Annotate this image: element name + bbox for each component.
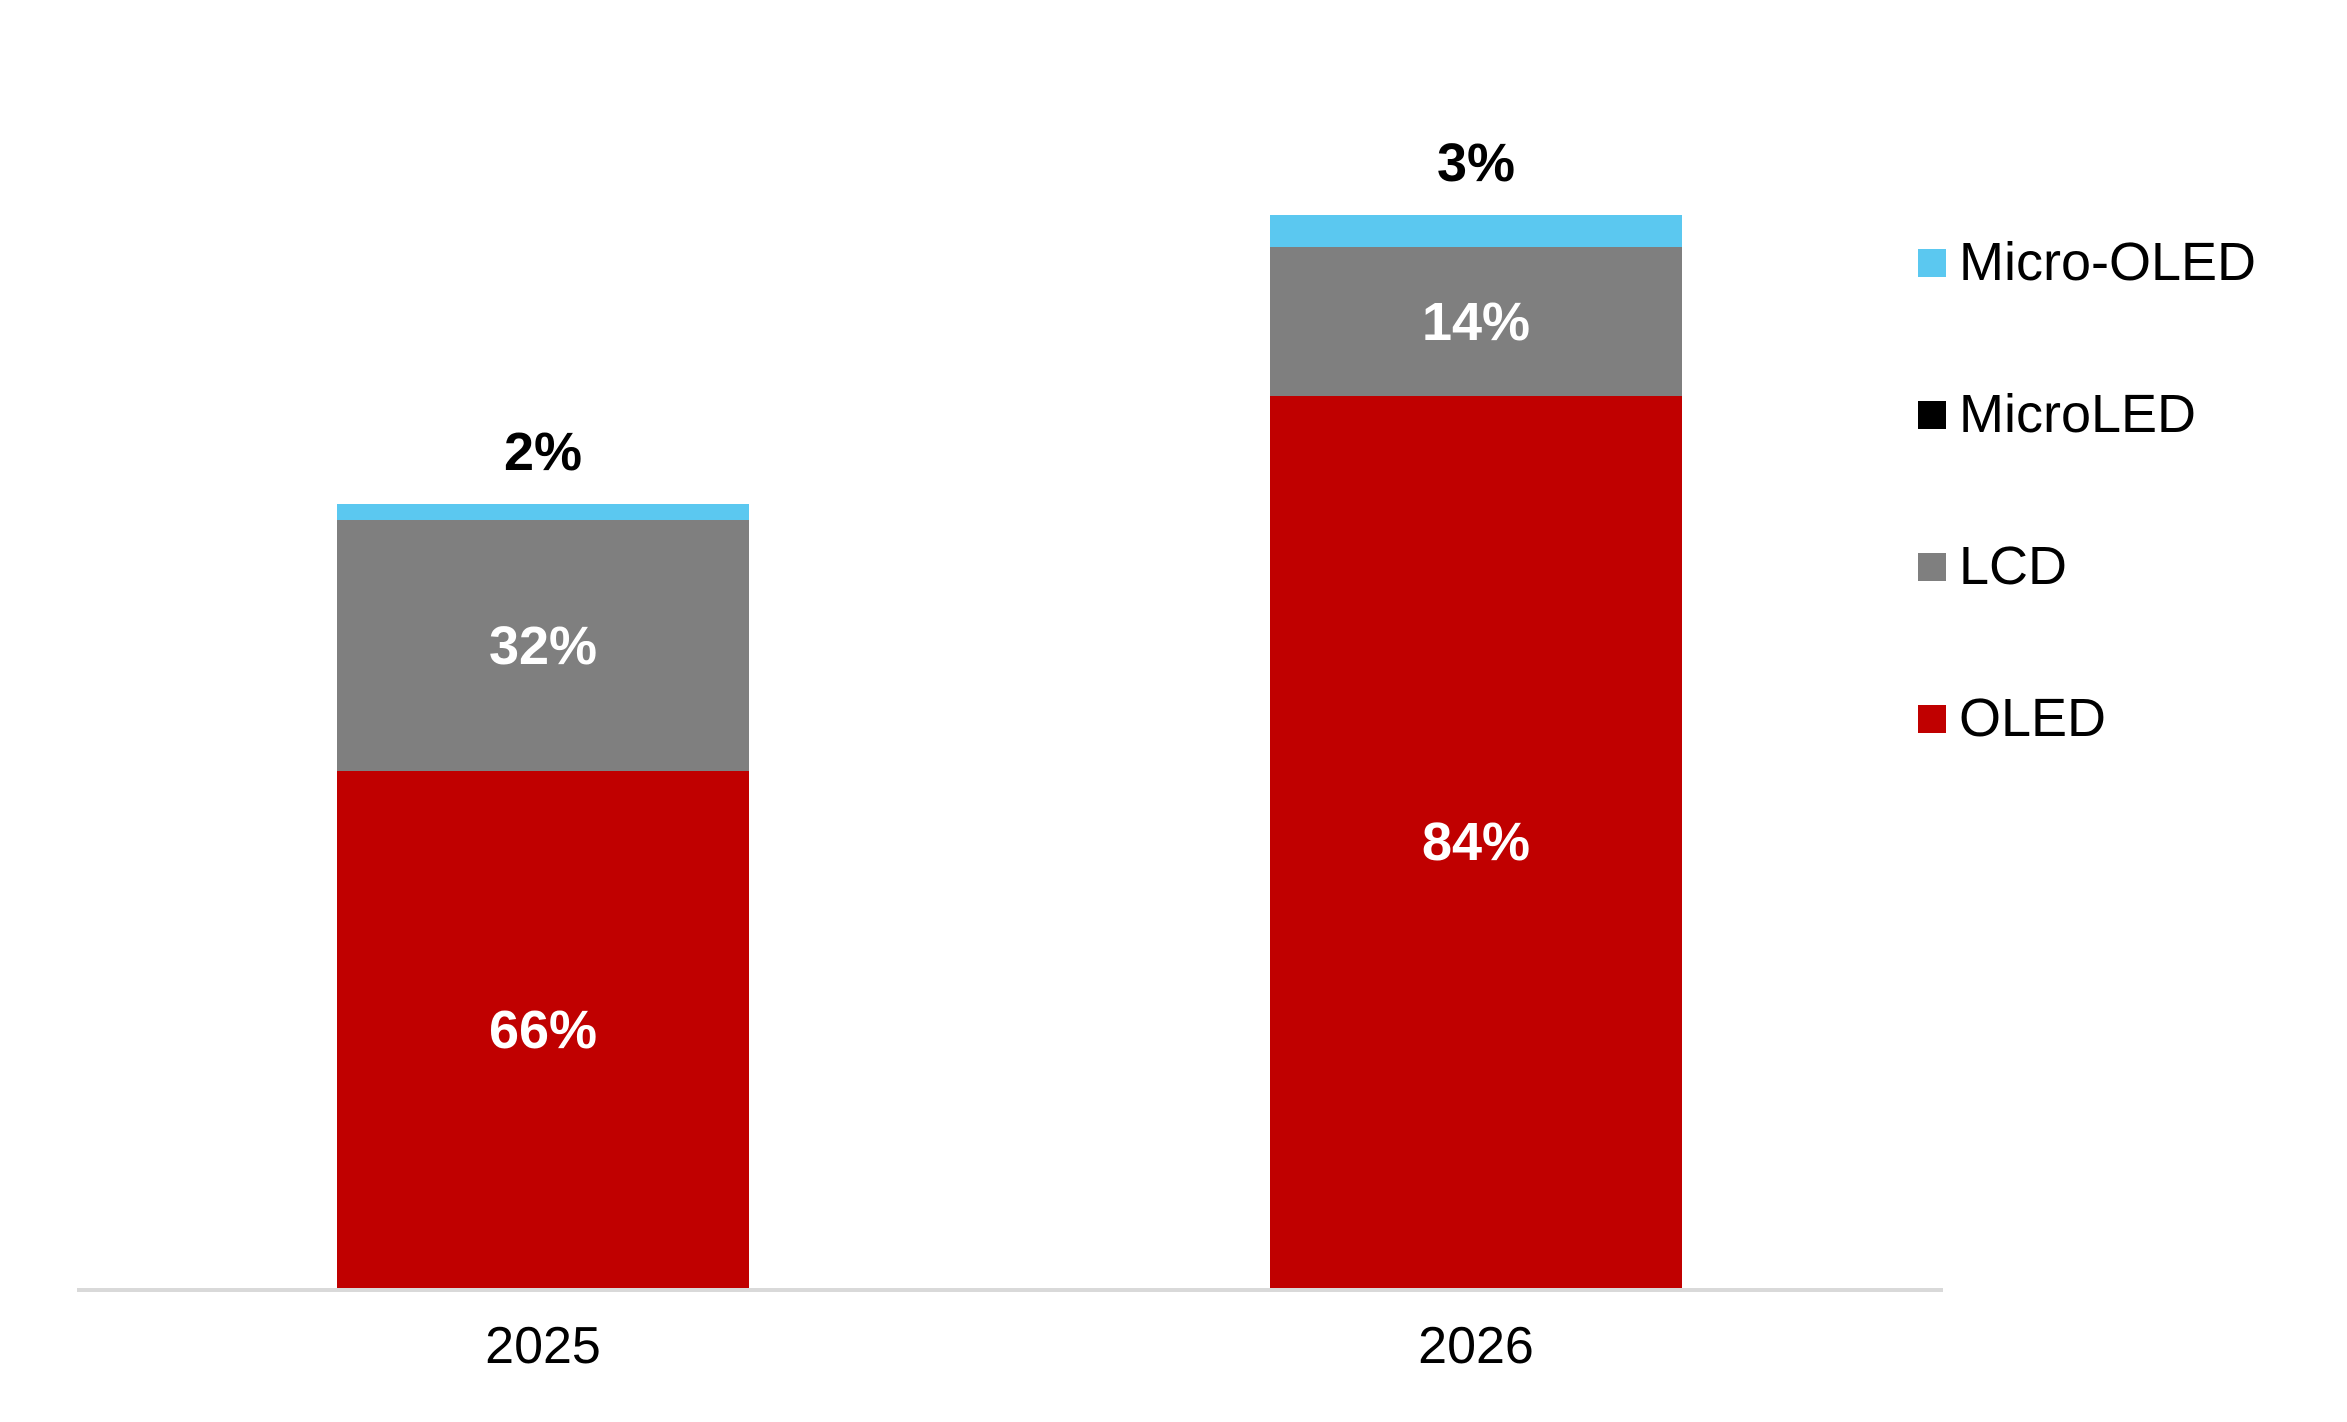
data-label-2025-oled: 66% (488, 999, 598, 1060)
bar-segment-2026-oled[interactable] (1270, 396, 1682, 1288)
data-label-2026-lcd: 14% (1421, 291, 1531, 352)
x-axis-line (77, 1288, 1943, 1292)
bar-segment-2025-lcd[interactable] (337, 520, 749, 771)
legend-label-micro-oled: Micro-OLED (1959, 232, 2257, 292)
bar-segment-2026-lcd[interactable] (1270, 247, 1682, 396)
data-label-2025-micro-oled: 2% (503, 422, 583, 482)
legend-label-lcd: LCD (1959, 536, 2068, 596)
legend-swatch-oled-icon (1918, 704, 1946, 733)
legend-label-oled: OLED (1959, 688, 2107, 748)
x-axis-label-2025: 2025 (485, 1317, 601, 1375)
legend-swatch-lcd-icon (1918, 552, 1946, 581)
data-label-2025-lcd: 32% (488, 615, 598, 676)
legend-item-lcd[interactable]: LCD (1918, 534, 2067, 599)
legend-item-microled[interactable]: MicroLED (1918, 382, 2196, 447)
bar-segment-2025-oled[interactable] (337, 771, 749, 1288)
bar-segment-2025-micro-oled[interactable] (337, 504, 749, 520)
legend-swatch-micro-oled-icon (1918, 248, 1946, 277)
data-label-2026-oled: 84% (1421, 812, 1531, 872)
x-axis-label-2026: 2026 (1418, 1317, 1534, 1375)
bar-segment-2026-micro-oled[interactable] (1270, 215, 1682, 247)
legend-item-oled[interactable]: OLED (1918, 686, 2106, 751)
legend-label-microled: MicroLED (1959, 384, 2197, 444)
legend-item-micro-oled[interactable]: Micro-OLED (1918, 230, 2256, 295)
data-label-2026-micro-oled: 3% (1436, 133, 1516, 193)
legend-swatch-microled-icon (1918, 400, 1946, 429)
